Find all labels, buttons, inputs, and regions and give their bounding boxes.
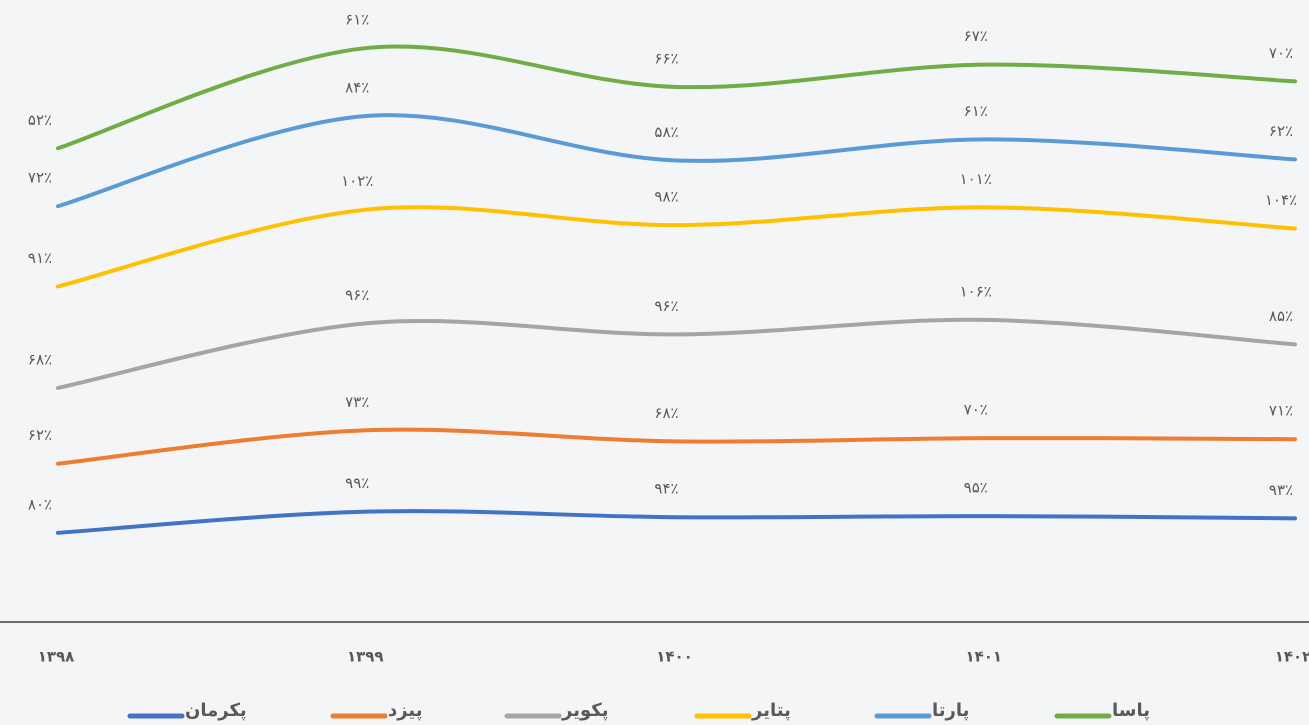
data-label: ۹۵٪	[964, 479, 988, 497]
legend-label: پاسا	[1112, 700, 1150, 721]
data-label: ۹۶٪	[345, 286, 369, 304]
data-label: ۷۰٪	[1269, 44, 1293, 62]
x-tick-label: ۱۳۹۹	[347, 648, 384, 666]
series-line	[56, 44, 1297, 151]
data-label: ۶۲٪	[1269, 122, 1293, 140]
data-label: ۸۵٪	[1269, 307, 1293, 325]
data-label: ۱۰۲٪	[341, 172, 373, 190]
legend-label: پتایر	[751, 700, 791, 721]
data-label: ۵۲٪	[28, 111, 52, 129]
data-label: ۶۷٪	[964, 27, 988, 45]
data-label: ۹۹٪	[345, 474, 369, 492]
series-line	[56, 205, 1297, 289]
data-label: ۱۰۱٪	[960, 170, 992, 188]
data-label: ۶۸٪	[28, 350, 52, 368]
data-label: ۷۳٪	[345, 393, 369, 411]
x-tick-label: ۱۴۰۲	[1275, 648, 1309, 666]
data-label: ۹۸٪	[654, 188, 678, 206]
legend-label: پکرمان	[185, 700, 247, 721]
legend-label: پکویر	[561, 700, 608, 721]
data-label: ۶۱٪	[964, 102, 988, 120]
series-line	[56, 427, 1297, 466]
data-label: ۵۸٪	[654, 123, 678, 141]
data-label: ۸۰٪	[28, 495, 52, 513]
data-label: ۹۶٪	[654, 297, 678, 315]
data-label: ۱۰۴٪	[1265, 191, 1297, 209]
legend-label: پارتا	[932, 700, 969, 721]
data-label: ۹۱٪	[28, 249, 52, 267]
x-tick-label: ۱۴۰۰	[656, 648, 693, 666]
data-label: ۷۰٪	[964, 401, 988, 419]
data-label: ۷۱٪	[1269, 402, 1293, 420]
x-tick-label: ۱۴۰۱	[965, 648, 1002, 666]
legend-label: پیزد	[388, 700, 423, 721]
data-label: ۹۳٪	[1269, 481, 1293, 499]
data-label: ۶۶٪	[654, 49, 678, 67]
series-line	[56, 509, 1297, 535]
data-label: ۶۸٪	[654, 404, 678, 422]
data-label: ۸۴٪	[345, 78, 369, 96]
data-label: ۹۴٪	[654, 480, 678, 498]
data-label: ۶۱٪	[345, 10, 369, 28]
x-tick-label: ۱۳۹۸	[38, 648, 75, 666]
data-label: ۶۲٪	[28, 426, 52, 444]
data-label: ۱۰۶٪	[960, 282, 992, 300]
series-line	[56, 317, 1297, 390]
data-label: ۷۲٪	[28, 169, 52, 187]
series-line	[56, 113, 1297, 209]
